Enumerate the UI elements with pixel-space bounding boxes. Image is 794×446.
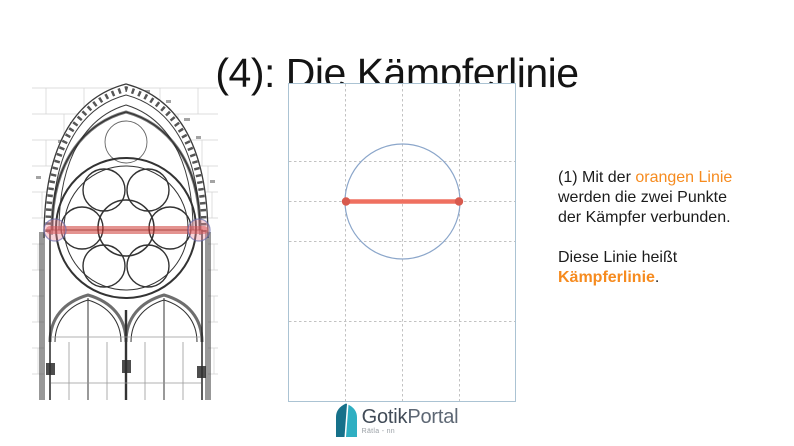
logo-word-gotik: Gotik (361, 406, 408, 428)
explanation-paragraph-1: (1) Mit der orangen Linie werden die zwe… (558, 168, 768, 228)
explanation-line1-highlight: orangen Linie (635, 169, 733, 186)
explanation-line4: Diese Linie heißt (558, 249, 678, 266)
construction-diagram-svg (289, 84, 515, 401)
explanation-paragraph-2: Diese Linie heißt Kämpferlinie. (558, 248, 768, 288)
explanation-line3: der Kämpfer verbunden. (558, 209, 731, 226)
gothic-window-engraving (32, 80, 218, 400)
gothic-window-engraving-svg (32, 83, 218, 400)
impost-line-overlay (46, 226, 208, 234)
kaempferlinie-term: Kämpferlinie (558, 269, 655, 286)
construction-diagram (288, 83, 516, 402)
impost-point-left (43, 218, 67, 242)
impost-point-right (187, 218, 211, 242)
gotikportal-logo: GotikPortal Rätla - nn (0, 403, 794, 437)
kaempfer-point-right (454, 197, 464, 206)
explanation-line1-prefix: (1) Mit der (558, 169, 636, 186)
logo-wordmark: GotikPortal (362, 406, 459, 428)
logo-word-portal: Portal (407, 406, 459, 428)
explanation-line2: werden die zwei Punkte (558, 189, 727, 206)
explanation-text: (1) Mit der orangen Linie werden die zwe… (558, 168, 768, 308)
diagram-grid (289, 84, 515, 401)
logo-subtitle: Rätla - nn (361, 428, 395, 435)
explanation-line5-suffix: . (654, 269, 660, 286)
logo-text-block: GotikPortal Rätla - nn (362, 403, 459, 436)
gothic-arch-logo-icon (335, 403, 357, 437)
kaempfer-point-left (341, 197, 351, 206)
